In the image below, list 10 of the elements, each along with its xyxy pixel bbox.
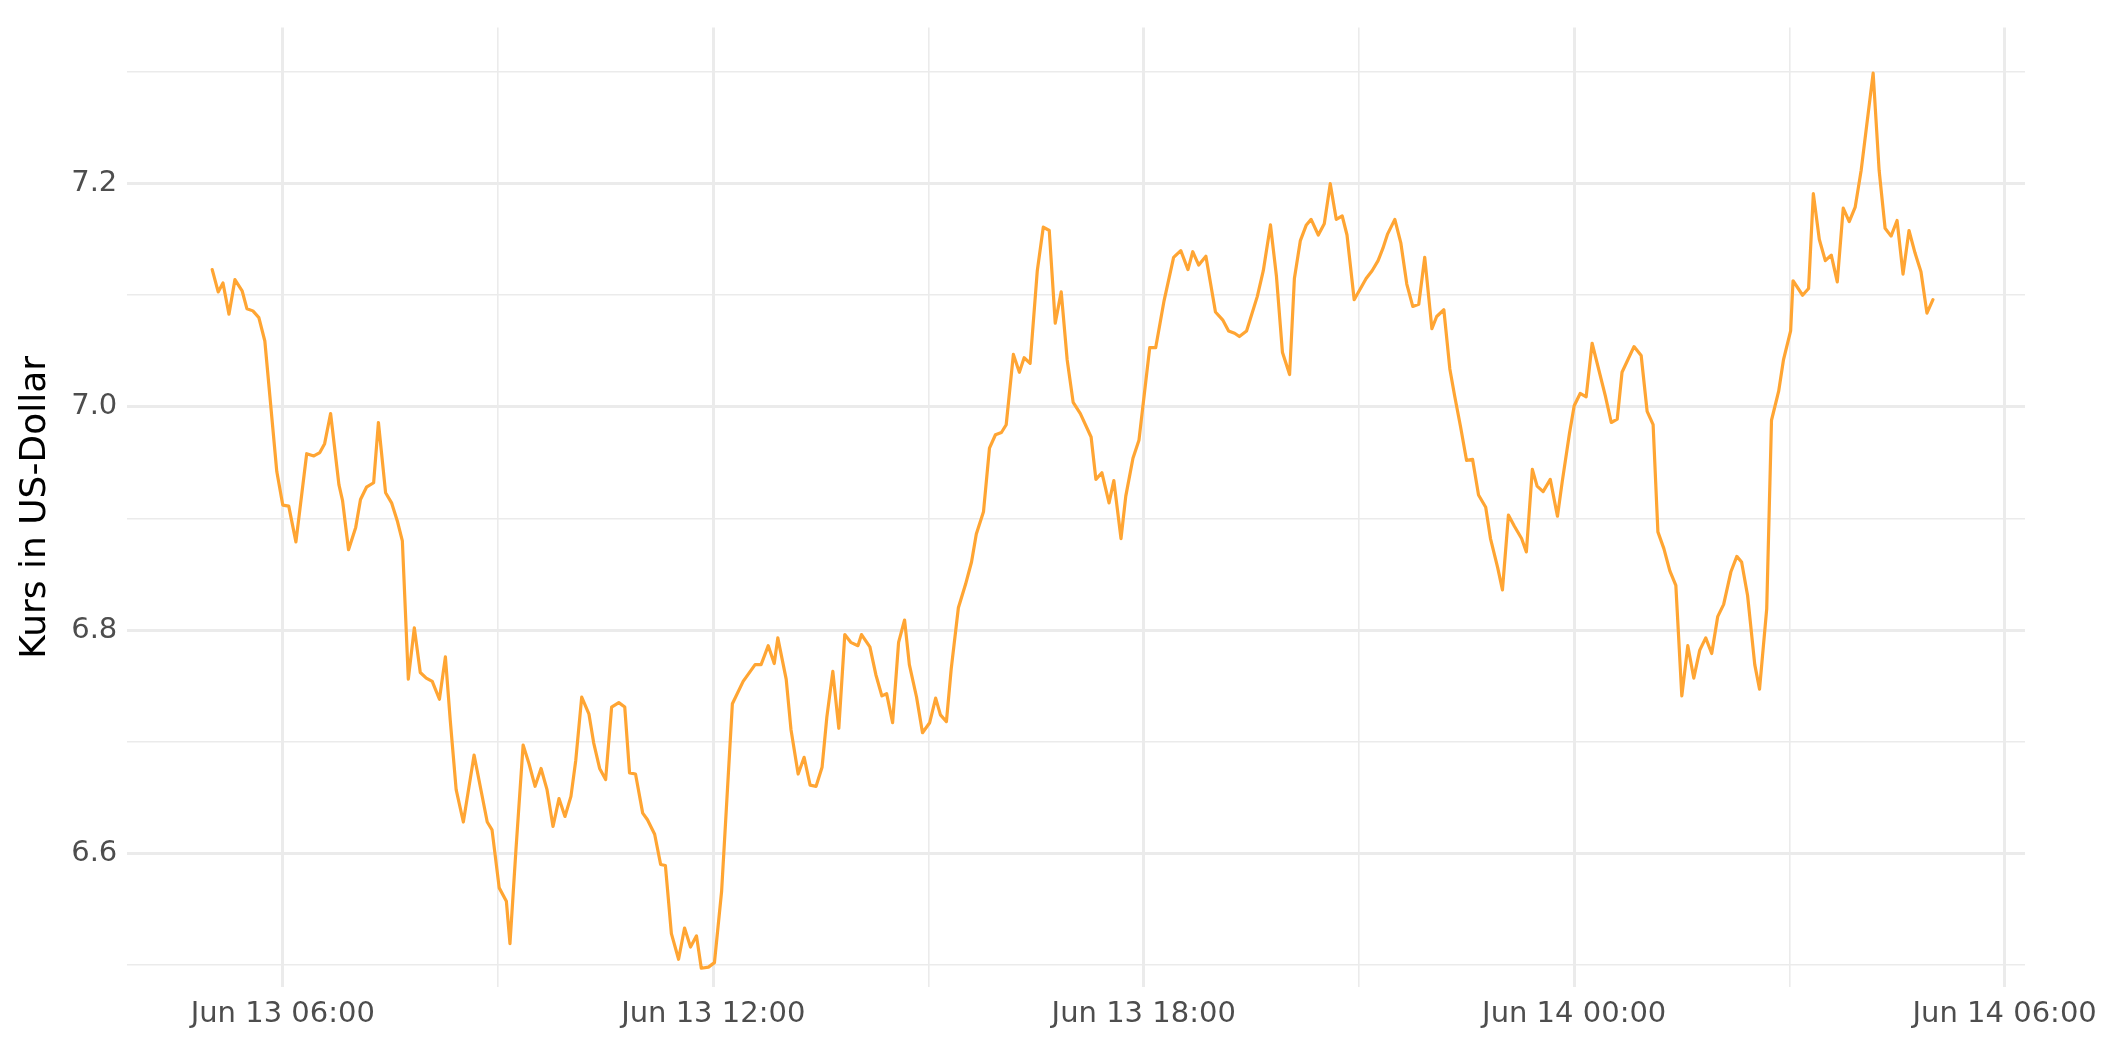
y-tick-label: 7.2	[71, 164, 118, 199]
y-tick-label: 6.8	[71, 610, 118, 645]
y-tick-label: 6.6	[71, 833, 118, 868]
x-tick-label: Jun 13 06:00	[188, 995, 375, 1030]
x-tick-label: Jun 13 12:00	[619, 995, 806, 1030]
x-tick-label: Jun 13 18:00	[1049, 995, 1236, 1030]
x-tick-label: Jun 14 06:00	[1910, 995, 2097, 1030]
y-axis-title: Kurs in US-Dollar	[11, 355, 53, 659]
y-tick-label: 7.0	[71, 387, 118, 422]
x-tick-label: Jun 14 00:00	[1480, 995, 1667, 1030]
